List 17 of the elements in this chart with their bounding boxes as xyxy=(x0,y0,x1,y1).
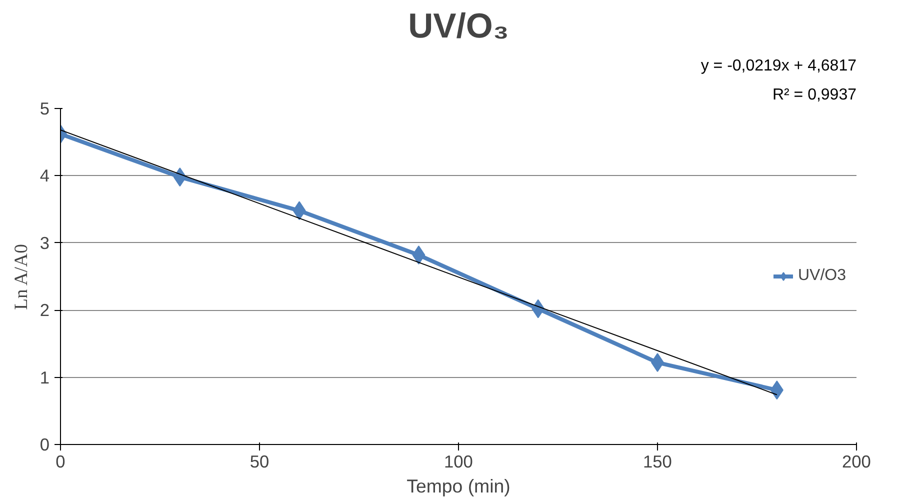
y-tick-label: 0 xyxy=(40,434,50,454)
y-tick-label: 4 xyxy=(40,166,50,186)
y-tick-label: 2 xyxy=(40,300,50,320)
chart-title: UV/O₃ xyxy=(408,8,509,46)
text: R² = 0,9937 xyxy=(772,86,857,104)
legend-label: UV/O3 xyxy=(798,267,846,285)
x-tick-label: 0 xyxy=(56,452,66,472)
x-tick-label: 100 xyxy=(444,452,473,472)
y-tick-label: 1 xyxy=(40,367,50,388)
x-tick-label: 50 xyxy=(250,452,270,472)
x-axis-title: Tempo (min) xyxy=(406,476,510,496)
y-tick-label: 5 xyxy=(40,98,50,118)
y-tick-label: 3 xyxy=(40,232,50,253)
text: y = -0,0219x + 4,6817 xyxy=(700,58,857,74)
x-tick-label: 200 xyxy=(842,452,871,472)
x-tick-label: 150 xyxy=(643,452,672,472)
y-axis-title: Ln A/A0 xyxy=(10,244,32,310)
